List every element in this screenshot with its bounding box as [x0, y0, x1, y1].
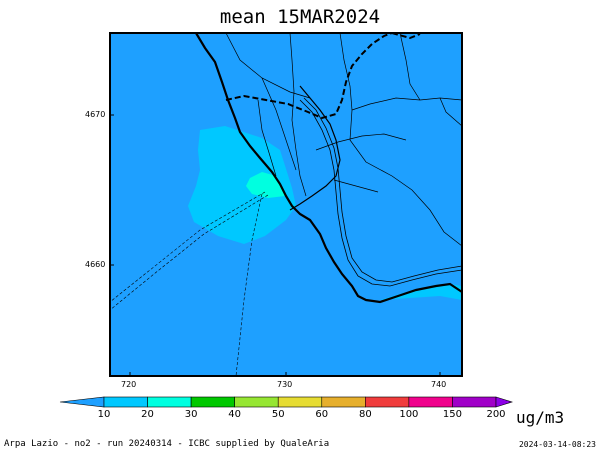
province-border-east [391, 32, 421, 40]
shipping-lanes [109, 191, 269, 377]
highway-coastal-2 [303, 97, 463, 283]
colorbar-segment [452, 396, 497, 408]
colorbar-tick-label: 40 [228, 409, 242, 420]
colorbar-tick-label: 100 [399, 409, 419, 420]
highway-coastal [299, 99, 463, 287]
colorbar [59, 396, 514, 408]
colorbar-segment [321, 396, 366, 408]
colorbar-tick-label: 80 [358, 409, 372, 420]
colorbar-segment [147, 396, 192, 408]
colorbar-segment [277, 396, 323, 408]
colorbar-tick-label: 30 [184, 409, 198, 420]
x-tick-label-720: 720 [121, 380, 137, 389]
colorbar-segment [365, 396, 410, 408]
river [289, 85, 341, 211]
footer-credits: Arpa Lazio - no2 - run 20240314 - ICBC s… [4, 439, 330, 449]
colorbar-tick-label: 200 [486, 409, 506, 420]
colorbar-segment [103, 396, 148, 408]
map-title: mean 15MAR2024 [219, 6, 381, 28]
coastline [195, 32, 463, 304]
municipal-borders [225, 32, 463, 247]
province-border [225, 32, 393, 120]
colorbar-segment [495, 396, 514, 408]
colorbar-tick-label: 20 [141, 409, 154, 420]
colorbar-tick-label: 60 [315, 409, 329, 420]
footer-timestamp: 2024-03-14-08:23 [518, 440, 596, 449]
colorbar-segment [59, 396, 105, 408]
colorbar-unit: ug/m3 [516, 408, 565, 427]
colorbar-segment [408, 396, 453, 408]
colorbar-tick-label: 50 [271, 409, 285, 420]
x-tick-label-730: 730 [277, 380, 293, 389]
y-tick-label-4660: 4660 [85, 260, 106, 269]
colorbar-tick-label: 150 [442, 409, 462, 420]
colorbar-segment [234, 396, 279, 408]
colorbar-segment [190, 396, 235, 408]
concentration-patch-10-20 [188, 126, 296, 244]
y-tick-label-4670: 4670 [85, 110, 106, 119]
x-tick-label-740: 740 [431, 380, 447, 389]
colorbar-tick-label: 10 [97, 409, 111, 420]
map-frame [109, 32, 463, 377]
